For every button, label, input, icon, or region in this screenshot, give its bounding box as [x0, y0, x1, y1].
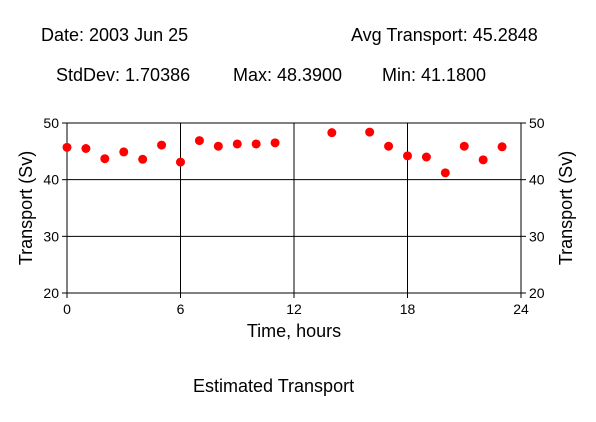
y-axis-label-left: Transport (Sv) — [16, 151, 36, 265]
data-point — [478, 155, 488, 165]
x-tick-label: 6 — [177, 301, 185, 317]
y-tick-label-right: 40 — [529, 172, 545, 188]
data-point — [194, 136, 204, 146]
data-point — [62, 142, 72, 152]
data-point — [459, 141, 469, 151]
y-tick-label-right: 30 — [529, 228, 545, 244]
chart-caption: Estimated Transport — [193, 376, 355, 396]
data-point — [119, 147, 129, 157]
y-tick-label-left: 40 — [43, 172, 59, 188]
x-tick-label: 0 — [63, 301, 71, 317]
data-point — [213, 141, 223, 151]
x-tick-label: 18 — [400, 301, 416, 317]
data-point — [327, 128, 337, 138]
data-point — [100, 154, 110, 164]
data-point — [81, 144, 91, 153]
y-tick-label-right: 50 — [529, 115, 545, 131]
axis-ticks — [62, 122, 526, 298]
data-point — [138, 154, 148, 164]
data-point — [251, 139, 261, 149]
data-point — [384, 141, 394, 151]
max-label: Max: 48.3900 — [233, 65, 343, 85]
x-tick-label: 12 — [286, 301, 302, 317]
x-axis-label: Time, hours — [247, 321, 341, 341]
data-point — [421, 152, 431, 162]
data-point — [497, 142, 507, 152]
y-tick-label-left: 50 — [43, 115, 59, 131]
data-point — [176, 157, 185, 167]
min-label: Min: 41.1800 — [382, 65, 487, 85]
y-axis-label-right: Transport (Sv) — [556, 151, 576, 265]
chart-grid — [67, 123, 521, 293]
y-tick-label-left: 30 — [43, 228, 59, 244]
data-point — [270, 138, 280, 148]
data-point — [157, 140, 167, 150]
data-point — [232, 139, 242, 149]
data-point — [365, 127, 375, 137]
data-point — [440, 168, 450, 178]
y-tick-label-right: 20 — [529, 285, 545, 301]
stddev-label: StdDev: 1.70386 — [56, 65, 191, 85]
y-tick-label-left: 20 — [43, 285, 59, 301]
data-points — [62, 127, 507, 178]
data-point — [403, 151, 412, 161]
x-tick-label: 24 — [513, 301, 529, 317]
date-label: Date: 2003 Jun 25 — [41, 25, 189, 45]
avg-transport-label: Avg Transport: 45.2848 — [351, 25, 538, 45]
